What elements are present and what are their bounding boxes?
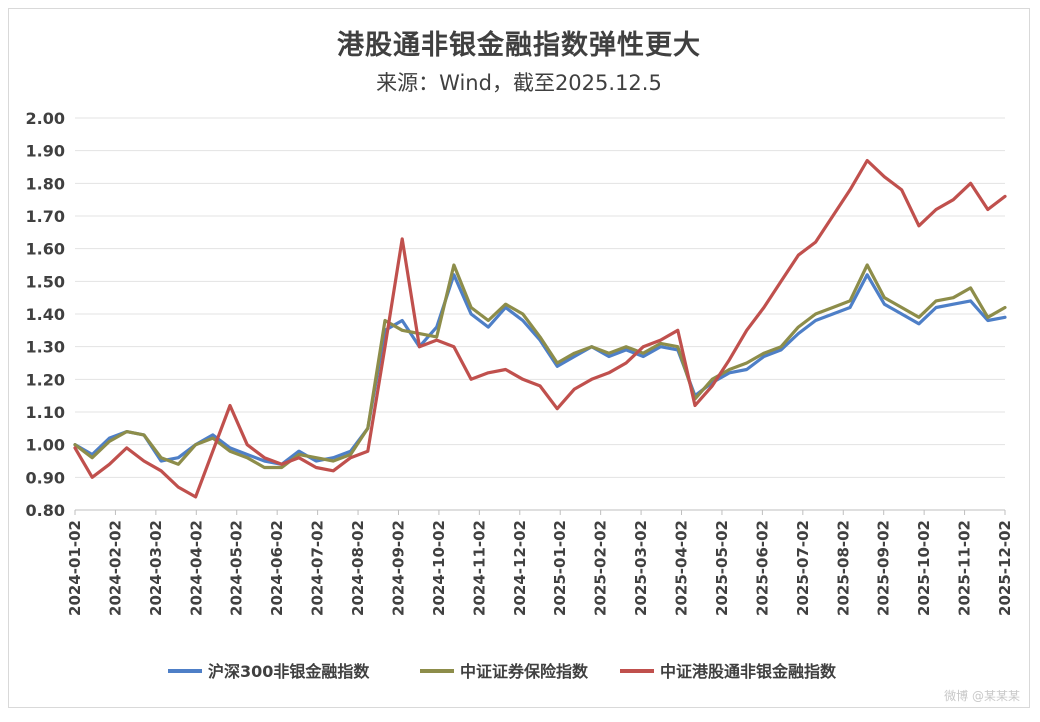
y-tick-label: 1.60 [26,240,65,259]
x-tick-label: 2025-06-02 [753,520,771,616]
x-tick-label: 2024-01-02 [66,520,84,616]
y-tick-label: 0.90 [26,468,65,487]
y-tick-label: 1.00 [26,436,65,455]
x-tick-label: 2025-04-02 [673,520,691,616]
watermark: 微博 @某某某 [944,688,1020,703]
y-tick-label: 1.30 [26,338,65,357]
x-tick-label: 2025-07-02 [794,520,812,616]
y-tick-label: 0.80 [26,501,65,520]
chart-frame: 港股通非银金融指数弹性更大 来源：Wind，截至2025.12.5 [8,8,1030,708]
legend-label-1: 沪深300非银金融指数 [208,662,370,681]
series-line-3 [73,158,1007,499]
y-tick-label: 1.80 [26,174,65,193]
x-tick-label: 2025-10-02 [915,520,933,616]
x-tick-label: 2024-03-02 [147,520,165,616]
legend-label-3: 中证港股通非银金融指数 [660,662,837,681]
x-tick-label: 2024-02-02 [106,520,124,616]
x-tick-label: 2025-05-02 [713,520,731,616]
chart-subtitle: 来源：Wind，截至2025.12.5 [376,71,662,95]
y-tick-label: 1.10 [26,403,65,422]
x-tick-label: 2025-08-02 [834,520,852,616]
x-tick-label: 2024-12-02 [511,520,529,616]
x-tick-label: 2024-08-02 [349,520,367,616]
chart-title: 港股通非银金融指数弹性更大 [337,30,701,61]
x-tick-label: 2024-09-02 [389,520,407,616]
series-line-2 [73,263,1007,470]
x-tick-label: 2025-11-02 [956,520,974,616]
legend-label-2: 中证证券保险指数 [460,662,589,681]
x-tick-label: 2024-06-02 [268,520,286,616]
x-tick-label: 2025-02-02 [592,520,610,616]
x-tick-label: 2024-05-02 [228,520,246,616]
x-tick-label: 2024-11-02 [470,520,488,616]
x-tick-label: 2024-04-02 [187,520,205,616]
series-line-1 [73,273,1007,466]
y-tick-label: 1.40 [26,305,65,324]
x-tick-label: 2024-07-02 [309,520,327,616]
y-tick-label: 2.00 [26,109,65,128]
x-tick-label: 2025-01-02 [551,520,569,616]
x-tick-label: 2025-12-02 [996,520,1014,616]
x-tick-label: 2025-09-02 [875,520,893,616]
y-tick-label: 1.70 [26,207,65,226]
x-tick-label: 2024-10-02 [430,520,448,616]
y-tick-label: 1.20 [26,370,65,389]
y-tick-label: 1.50 [26,272,65,291]
x-tick-label: 2025-03-02 [632,520,650,616]
y-tick-label: 1.90 [26,142,65,161]
